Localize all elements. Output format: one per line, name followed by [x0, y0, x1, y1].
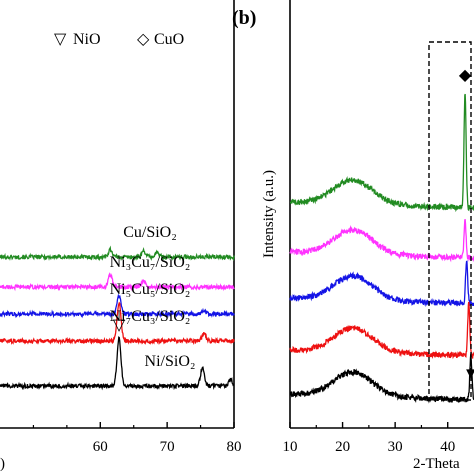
panel-b-series-line-5 [289, 353, 474, 404]
panel-a-ticks: 60 70 80 [32, 422, 242, 455]
legend-nio-symbol: ▽ [54, 31, 67, 48]
panel-b-peak-marker-0: ◆ [459, 67, 472, 84]
panel-b-series-line-2 [289, 218, 474, 263]
panel-b-series-line-3 [289, 260, 474, 308]
panel-b-x-axis-title: 2-Theta [413, 456, 460, 472]
panel-a-legend: ▽ NiO ◇ CuO [54, 31, 184, 48]
panel-a-series-line-ni-cu-sio [0, 272, 235, 292]
highlight-dashed-box [428, 41, 472, 401]
panel-b-letter: (b) [232, 7, 256, 29]
panel-a-series-line-ni-sio [0, 336, 235, 391]
panel-b-tick-label-30: 30 [388, 439, 403, 455]
panel-a-peak-marker-0: ▽ [113, 317, 126, 334]
panel-b-tick-label-40: 40 [440, 439, 455, 455]
panel-a-tick-label-60: 60 [93, 439, 108, 455]
panel-a-series: Cu/SiO₂ Ni₃Cu₇/SiO₂ Ni₅Cu₅/SiO₂ Ni₇Cu₃/SiO₂… [0, 224, 235, 391]
panel-b-y-axis-title: Intensity (a.u.) [261, 170, 277, 258]
legend-cuo-symbol: ◇ [137, 31, 150, 48]
panel-b-series-line-4 [289, 301, 474, 360]
panel-a-series-label-cu-sio: Cu/SiO₂ [123, 224, 177, 241]
panel-b-tick-label-20: 20 [335, 439, 350, 455]
panel-b-ticks: 10 20 30 40 [283, 422, 455, 455]
panel-a-tick-label-70: 70 [160, 439, 175, 455]
panel-b-annotations: ◆▼ [459, 67, 474, 383]
legend-cuo-label: CuO [154, 31, 184, 48]
panel-a-tick-label-80: 80 [227, 439, 242, 455]
panel-a-series-label-ni-cu-sio: Ni₃Cu₇/SiO₂ [110, 254, 191, 271]
panel-a-series-label-ni-cu-sio: Ni₅Cu₅/SiO₂ [110, 281, 191, 298]
panel-a-series-line-cu-sio [0, 245, 235, 262]
panel-a-series-label-ni-cu-sio: Ni₇Cu₃/SiO₂ [110, 308, 191, 325]
panel-b-tick-label-10: 10 [283, 439, 298, 455]
panel-b-peak-marker-1: ▼ [463, 366, 474, 383]
panel-a-series-label-ni-sio: Ni/SiO₂ [145, 353, 196, 370]
panel-a-annotations: ▽ [113, 317, 126, 334]
panel-a-series-line-ni-cu-sio [0, 301, 235, 346]
panel-a-series-line-ni-cu-sio [0, 293, 235, 319]
panel-b-series-line-1 [289, 93, 474, 213]
panel-b-series [289, 93, 474, 404]
panel-a-xrd-chart: 60 70 80 Cu/SiO₂ Ni₃Cu₇/SiO₂ Ni₅Cu₅/SiO₂ Ni₇C… [0, 0, 242, 472]
legend-nio-label: NiO [73, 31, 101, 48]
panel-b-xrd-chart: 10 20 30 40 ◆▼ (b) Intensity (a.u.) 2-Theta [232, 0, 474, 472]
panel-a-x-axis-title: ) [0, 456, 5, 472]
